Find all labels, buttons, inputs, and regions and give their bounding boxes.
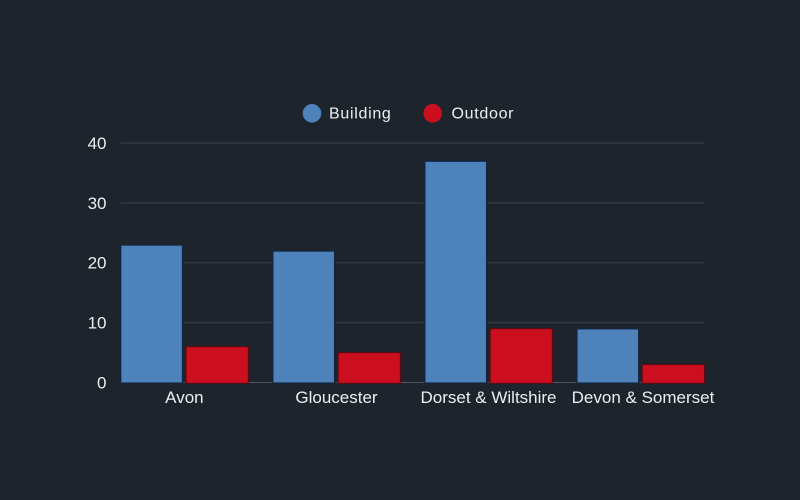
svg-text:Dorset & Wiltshire: Dorset & Wiltshire [420,388,556,407]
svg-text:Avon: Avon [165,388,203,407]
svg-text:Gloucester: Gloucester [295,388,378,407]
svg-text:Building: Building [329,106,392,123]
svg-text:Outdoor: Outdoor [452,106,515,123]
svg-text:10: 10 [88,314,107,333]
svg-text:30: 30 [88,194,107,213]
svg-text:40: 40 [88,134,107,153]
svg-text:20: 20 [88,254,107,273]
svg-text:0: 0 [97,373,106,392]
svg-text:Devon & Somerset: Devon & Somerset [572,388,715,407]
